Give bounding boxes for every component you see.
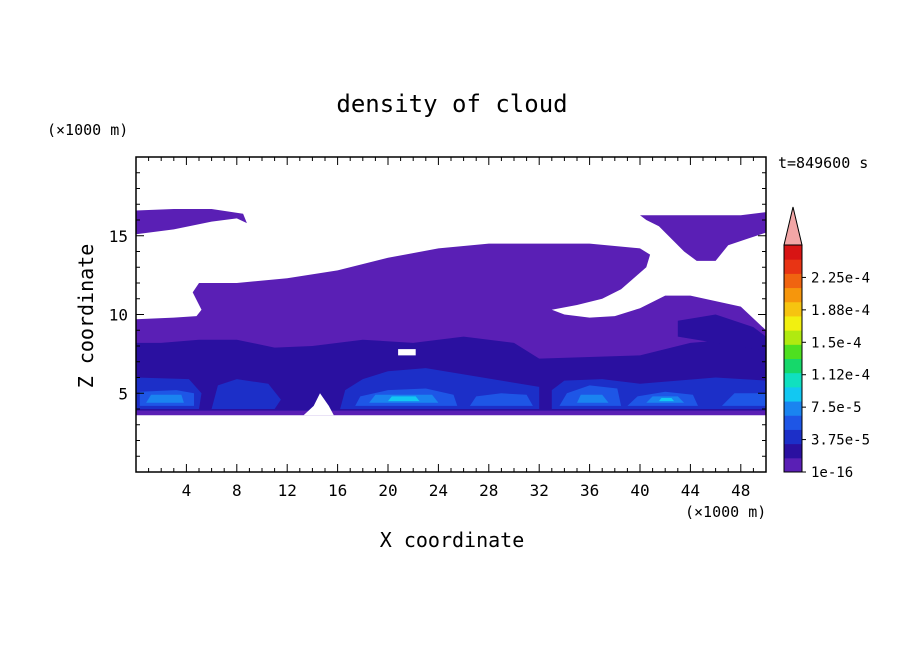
y-axis-label: Z coordinate (74, 244, 98, 389)
colorbar-swatch (784, 259, 802, 274)
contour-region-level-0 (136, 209, 247, 235)
colorbar-label: 2.25e-4 (811, 270, 870, 286)
colorbar-swatch (784, 245, 802, 260)
clear-gap (303, 393, 334, 416)
x-tick-label: 44 (681, 481, 700, 500)
contour-region-level-5 (388, 396, 420, 402)
colorbar: 1e-16 3.75e-5 7.5e-5 1.12e-4 1.5e-4 1.88e-4 2.… (783, 206, 870, 481)
y-tick-label: 5 (118, 384, 128, 403)
colorbar-swatch (784, 443, 802, 459)
x-tick-label: 40 (630, 481, 649, 500)
contour-region-level-2 (211, 379, 281, 409)
colorbar-swatch (784, 330, 802, 345)
colorbar-label: 1.5e-4 (811, 335, 862, 351)
x-tick-label: 28 (479, 481, 498, 500)
contour-region-level-1 (677, 314, 766, 351)
x-tick-label: 12 (278, 481, 297, 500)
contour-region-level-3 (469, 393, 533, 406)
x-tick-label: 36 (580, 481, 599, 500)
contour-region-level-5 (658, 398, 674, 402)
x-tick-label: 32 (530, 481, 549, 500)
colorbar-swatch (784, 429, 802, 445)
colorbar-swatch (784, 386, 802, 402)
y-tick-label: 15 (109, 227, 128, 246)
colorbar-label: 1.12e-4 (811, 368, 870, 384)
colorbar-label: 1e-16 (811, 465, 853, 481)
clear-gap (398, 349, 416, 356)
x-unit-label: (×1000 m) (685, 503, 766, 521)
colorbar-swatch (784, 457, 802, 473)
colorbar-swatch (784, 315, 802, 331)
x-tick-label: 48 (731, 481, 750, 500)
colorbar-frame (783, 244, 803, 473)
colorbar-swatch (784, 415, 802, 430)
colorbar-label: 1.88e-4 (811, 303, 870, 319)
colorbar-swatch (784, 301, 802, 317)
colorbar-swatch (784, 401, 802, 416)
colorbar-extend-arrow (783, 206, 803, 246)
contour-region-level-0 (640, 212, 766, 261)
x-tick-label: 4 (182, 481, 192, 500)
colorbar-swatch (784, 287, 802, 303)
contour-region-level-4 (577, 394, 609, 403)
colorbar-label: 3.75e-5 (811, 433, 870, 449)
x-tick-label: 8 (232, 481, 242, 500)
time-label: t=849600 s (778, 154, 868, 172)
y-unit-label: (×1000 m) (47, 121, 128, 139)
contour-region-level-4 (146, 394, 184, 403)
contour-region-level-3 (721, 393, 766, 406)
colorbar-swatch (784, 358, 802, 374)
colorbar-label: 7.5e-5 (811, 400, 862, 416)
x-tick-label: 16 (328, 481, 347, 500)
colorbar-swatch (784, 273, 802, 289)
colorbar-swatch (784, 372, 802, 388)
x-tick-label: 24 (429, 481, 448, 500)
chart-title: density of cloud (336, 90, 567, 118)
plot-area (136, 209, 766, 416)
x-axis-label: X coordinate (380, 528, 525, 552)
x-tick-label: 20 (378, 481, 397, 500)
colorbar-swatch (784, 344, 802, 359)
y-tick-label: 10 (109, 306, 128, 325)
